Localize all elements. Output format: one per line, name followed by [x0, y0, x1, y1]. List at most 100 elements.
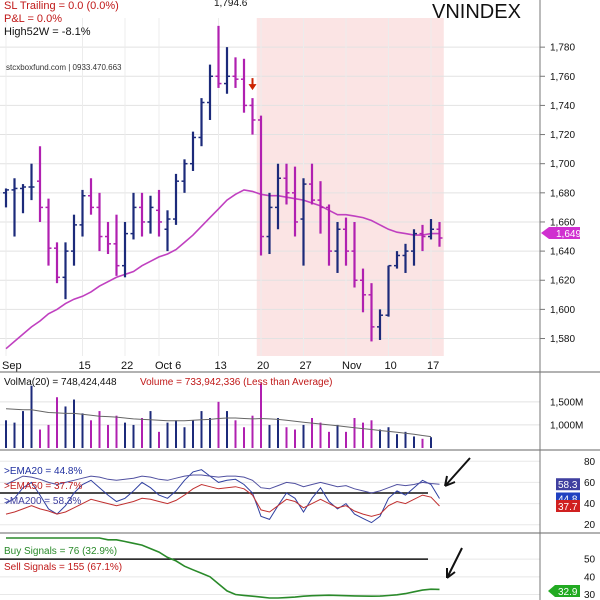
- ohlc-bar: [113, 214, 120, 276]
- ohlc-bar: [343, 217, 349, 266]
- ohlc-bar: [173, 173, 179, 225]
- breadth-badges: 58.3 44.837.7: [556, 478, 580, 513]
- x-ticks: Sep 15 22 Oct 6 13 20 27 Nov 10 17: [2, 360, 439, 372]
- ema50-label: >EMA50 = 37.7%: [4, 481, 82, 492]
- price-panel: 1,780 1,760 1,740 1,720 1,700 1,680 1,660 1,640…: [0, 0, 581, 372]
- x-tick-label: 17: [427, 360, 439, 372]
- breadth-badge-text: 58.3: [558, 480, 578, 491]
- x-tick-label: 15: [79, 360, 91, 372]
- y-tick-label: 1,620: [550, 276, 575, 287]
- ohlc-bar: [394, 251, 400, 269]
- y-tick-label: 1,720: [550, 130, 575, 141]
- breadth-grid: 80 60 40 20: [0, 457, 596, 531]
- x-tick-label: 27: [300, 360, 312, 372]
- breadth-lines: [5, 469, 440, 524]
- ohlc-bar: [122, 221, 128, 278]
- ohlc-bar: [164, 210, 171, 252]
- volume-panel: 1,500M 1,000M VolMa(20) = 748,424,448 Vol…: [0, 371, 600, 448]
- ohlc-bar: [419, 224, 426, 252]
- ohlc-bar: [20, 184, 26, 214]
- ohlc-bar: [11, 178, 18, 237]
- ohlc-bar: [54, 242, 60, 284]
- volume-label: Volume = 733,942,336 (Less than Average): [140, 377, 332, 388]
- x-tick-label: 10: [385, 360, 397, 372]
- ohlc-bar: [181, 159, 188, 193]
- breadth-badge: 37.7: [556, 500, 580, 513]
- ohlc-bar: [317, 181, 324, 234]
- signals-panel: 50 40 30 Buy Signals = 76 (32.9%) Sell Sig…: [0, 532, 600, 600]
- breadth-series-line: [5, 483, 440, 517]
- ohlc-bar: [309, 163, 315, 205]
- y-tick-label: 60: [584, 478, 596, 489]
- breadth-badge: 58.3: [556, 478, 580, 491]
- annotation-arrow-icon: [446, 547, 463, 579]
- breadth-panel: 80 60 40 20 >EMA20 = 44.8% >EMA50 = 37.7% >…: [0, 449, 600, 531]
- ohlc-bar: [79, 189, 86, 237]
- ohlc-bars: [3, 25, 443, 342]
- ohlc-bar: [232, 57, 239, 88]
- buy-signal-badge-text: 32.9: [558, 587, 578, 598]
- volma-label: VolMa(20) = 748,424,448: [4, 377, 117, 388]
- breadth-series-line: [5, 469, 440, 524]
- ohlc-bar: [224, 47, 230, 94]
- y-tick-label: 1,640: [550, 247, 575, 258]
- x-tick-label: 13: [215, 360, 227, 372]
- chart-title: VNINDEX: [432, 1, 521, 23]
- ma20-line: [5, 189, 440, 350]
- y-tick-label: 1,700: [550, 159, 575, 170]
- high52w-label: High52W = -8.1%: [4, 26, 91, 38]
- y-tick-label: 1,740: [550, 101, 575, 112]
- y-tick-label: 30: [584, 590, 596, 600]
- ohlc-bar: [292, 166, 298, 237]
- ohlc-bar: [241, 58, 247, 113]
- ohlc-bar: [334, 221, 341, 273]
- ohlc-bar: [368, 283, 375, 342]
- sell-arrow-icon: [248, 78, 257, 91]
- ohlc-bar: [360, 268, 366, 313]
- ohlc-bar: [62, 242, 69, 300]
- breadth-series-line: [5, 474, 440, 494]
- x-tick-label: Nov: [342, 360, 362, 372]
- ohlc-bar: [326, 204, 332, 266]
- ma200-label: >MA200 = 58.3%: [4, 496, 81, 507]
- buy-signal-line: [6, 537, 440, 599]
- y-tick-label: 40: [584, 499, 596, 510]
- volume-bars: [5, 383, 432, 448]
- y-tick-label: 1,500M: [550, 397, 583, 408]
- y-tick-label: 50: [584, 555, 596, 566]
- sl-trailing-label: SL Trailing = 0.0 (0.0%): [4, 0, 119, 12]
- ohlc-bar: [436, 221, 443, 247]
- breadth-badge-bg: [556, 478, 580, 491]
- ohlc-bar: [428, 219, 434, 240]
- ohlc-bar: [198, 98, 205, 147]
- ohlc-bar: [258, 115, 264, 256]
- ohlc-bar: [88, 178, 94, 215]
- y-tick-label: 20: [584, 520, 596, 531]
- sell-zone-shade: [256, 18, 444, 356]
- breadth-badge-text: 44.8: [558, 494, 578, 505]
- x-tick-label: 20: [257, 360, 269, 372]
- x-tick-label: Sep: [2, 360, 22, 372]
- ohlc-bar: [71, 214, 77, 266]
- ohlc-bar: [139, 192, 145, 237]
- ohlc-bar: [275, 163, 281, 230]
- y-tick-label: 1,760: [550, 72, 575, 83]
- ohlc-bar: [351, 221, 358, 288]
- ema20-label: >EMA20 = 44.8%: [4, 466, 82, 477]
- ohlc-bar: [96, 192, 103, 252]
- buy-signal-badge: 32.9: [548, 585, 580, 598]
- ohlc-bar: [37, 146, 43, 222]
- ohlc-bar: [249, 98, 256, 135]
- ohlc-bar: [147, 195, 154, 234]
- y-tick-label: 40: [584, 572, 596, 583]
- ohlc-bar: [266, 192, 273, 255]
- ohlc-bar: [411, 229, 417, 266]
- ohlc-bar: [156, 189, 162, 237]
- ohlc-bar: [105, 221, 111, 255]
- price-y-ticks: 1,780 1,760 1,740 1,720 1,700 1,680 1,660 1,640…: [540, 43, 575, 345]
- ohlc-bar: [215, 25, 222, 88]
- y-tick-label: 1,600: [550, 305, 575, 316]
- last-price-label: 1,649: [556, 229, 581, 240]
- pnl-label: P&L = 0.0%: [4, 13, 62, 25]
